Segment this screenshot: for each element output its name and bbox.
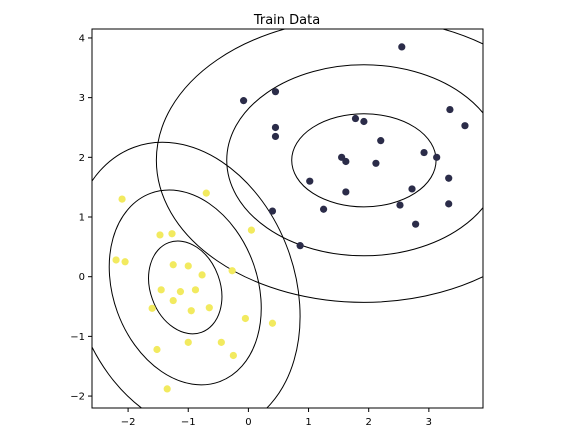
contour-ellipse <box>155 29 483 303</box>
data-point <box>296 242 304 250</box>
contour-ellipse <box>148 240 223 335</box>
data-point <box>153 345 161 354</box>
y-tick-label: −1 <box>70 332 85 343</box>
x-tick-label: 0 <box>245 417 251 428</box>
data-point <box>169 296 177 305</box>
data-point <box>163 385 171 393</box>
data-point <box>229 351 237 360</box>
y-tick-label: 1 <box>79 213 85 224</box>
contour-ellipse <box>226 64 483 257</box>
data-point <box>306 177 314 185</box>
point-layer <box>112 43 469 393</box>
data-point <box>271 132 280 141</box>
data-point <box>420 148 428 157</box>
data-point <box>239 97 248 105</box>
data-point <box>445 200 453 208</box>
data-point <box>191 286 200 294</box>
data-point <box>184 338 192 346</box>
data-point <box>412 220 420 228</box>
data-point <box>169 261 177 269</box>
plot-frame <box>91 28 484 409</box>
data-point <box>377 137 385 145</box>
data-point <box>372 159 380 167</box>
data-point <box>360 117 368 126</box>
data-point <box>168 230 176 238</box>
data-point <box>247 226 256 234</box>
data-point <box>217 338 225 346</box>
x-tick-label: −1 <box>181 417 196 428</box>
y-tick-label: 3 <box>79 93 85 104</box>
contour-ellipse <box>108 189 262 386</box>
data-point <box>176 288 185 296</box>
data-point <box>205 304 213 312</box>
data-point <box>351 114 360 123</box>
data-point <box>446 105 454 114</box>
y-tick-label: 4 <box>79 33 85 44</box>
data-point <box>268 319 277 327</box>
data-point <box>271 123 280 132</box>
data-point <box>319 205 328 213</box>
chart-title: Train Data <box>253 13 320 28</box>
x-tick-label: 2 <box>366 417 372 428</box>
data-point <box>118 195 126 203</box>
data-point <box>342 188 350 196</box>
data-point <box>433 153 441 161</box>
data-point <box>268 207 277 215</box>
data-point <box>461 122 469 130</box>
data-point <box>445 174 453 182</box>
data-point <box>398 43 406 51</box>
data-point <box>396 201 404 209</box>
data-point <box>148 304 156 312</box>
contour-ellipse <box>92 141 301 408</box>
data-point <box>112 256 120 264</box>
contour-layer <box>92 29 483 408</box>
data-point <box>187 307 195 315</box>
data-point <box>228 267 236 275</box>
data-point <box>156 231 164 239</box>
x-axis: −2 −1 0 1 2 3 <box>121 408 432 428</box>
data-point <box>202 189 210 197</box>
data-point <box>342 157 350 166</box>
y-tick-label: −2 <box>70 392 85 403</box>
x-tick-label: 3 <box>426 417 432 428</box>
x-tick-label: −2 <box>121 417 136 428</box>
data-point <box>184 262 192 270</box>
data-point <box>198 271 206 279</box>
data-point <box>408 185 416 193</box>
data-point <box>157 286 165 294</box>
y-tick-label: 0 <box>79 272 85 283</box>
y-axis: −2 −1 0 1 2 3 4 <box>70 33 92 403</box>
y-tick-label: 2 <box>79 153 85 164</box>
data-point <box>121 258 129 266</box>
contour-ellipse <box>291 113 437 208</box>
data-point <box>271 88 280 96</box>
x-tick-label: 1 <box>305 417 311 428</box>
data-point <box>241 314 249 323</box>
